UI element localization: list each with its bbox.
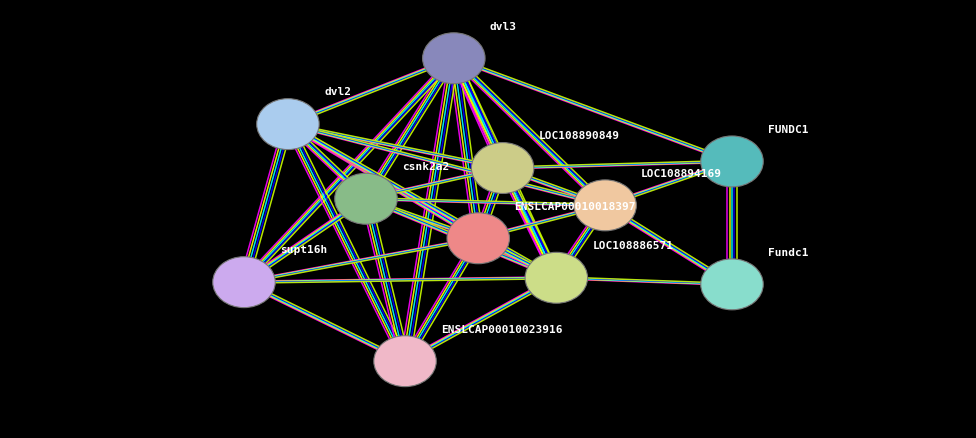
Ellipse shape — [374, 336, 436, 387]
Ellipse shape — [574, 180, 636, 231]
Text: ENSLCAP00010018397: ENSLCAP00010018397 — [514, 201, 635, 211]
Text: csnk2a2: csnk2a2 — [402, 162, 449, 172]
Text: dvl3: dvl3 — [490, 21, 517, 32]
Text: LOC108886571: LOC108886571 — [592, 240, 673, 251]
Ellipse shape — [423, 34, 485, 85]
Ellipse shape — [447, 213, 509, 264]
Text: dvl2: dvl2 — [324, 87, 351, 97]
Text: supt16h: supt16h — [280, 245, 327, 255]
Text: ENSLCAP00010023916: ENSLCAP00010023916 — [441, 324, 562, 334]
Ellipse shape — [471, 143, 534, 194]
Text: LOC108894169: LOC108894169 — [641, 168, 722, 178]
Ellipse shape — [213, 257, 275, 308]
Text: LOC108890849: LOC108890849 — [539, 131, 620, 141]
Ellipse shape — [701, 259, 763, 310]
Text: FUNDC1: FUNDC1 — [768, 124, 808, 134]
Ellipse shape — [701, 137, 763, 187]
Ellipse shape — [257, 99, 319, 150]
Text: Fundc1: Fundc1 — [768, 247, 808, 257]
Ellipse shape — [525, 253, 588, 304]
Ellipse shape — [335, 174, 397, 225]
